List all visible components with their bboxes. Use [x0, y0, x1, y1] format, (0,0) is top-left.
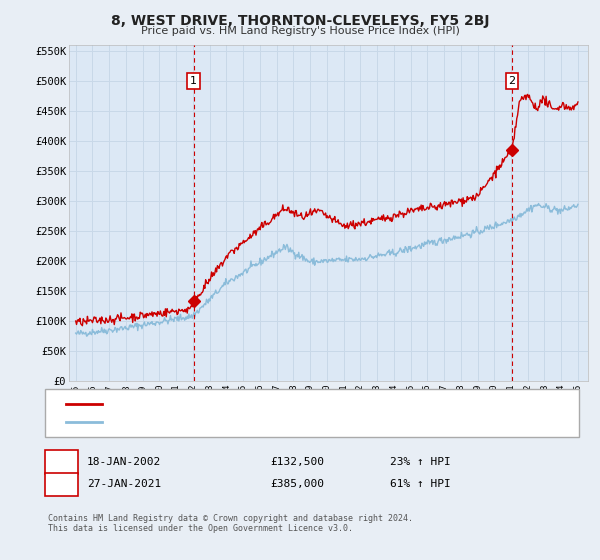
Text: 61% ↑ HPI: 61% ↑ HPI	[390, 479, 451, 489]
Text: 27-JAN-2021: 27-JAN-2021	[87, 479, 161, 489]
Text: Contains HM Land Registry data © Crown copyright and database right 2024.
This d: Contains HM Land Registry data © Crown c…	[48, 514, 413, 534]
Text: 2: 2	[509, 76, 516, 86]
Text: 23% ↑ HPI: 23% ↑ HPI	[390, 457, 451, 467]
Text: 8, WEST DRIVE, THORNTON-CLEVELEYS, FY5 2BJ (detached house): 8, WEST DRIVE, THORNTON-CLEVELEYS, FY5 2…	[111, 399, 458, 409]
Text: 1: 1	[190, 76, 197, 86]
Text: 18-JAN-2002: 18-JAN-2002	[87, 457, 161, 467]
Text: 2: 2	[58, 479, 65, 489]
Text: 1: 1	[58, 457, 65, 467]
Text: 8, WEST DRIVE, THORNTON-CLEVELEYS, FY5 2BJ: 8, WEST DRIVE, THORNTON-CLEVELEYS, FY5 2…	[111, 14, 489, 28]
Text: HPI: Average price, detached house, Wyre: HPI: Average price, detached house, Wyre	[111, 417, 346, 427]
Text: Price paid vs. HM Land Registry's House Price Index (HPI): Price paid vs. HM Land Registry's House …	[140, 26, 460, 36]
Text: £385,000: £385,000	[270, 479, 324, 489]
Text: £132,500: £132,500	[270, 457, 324, 467]
